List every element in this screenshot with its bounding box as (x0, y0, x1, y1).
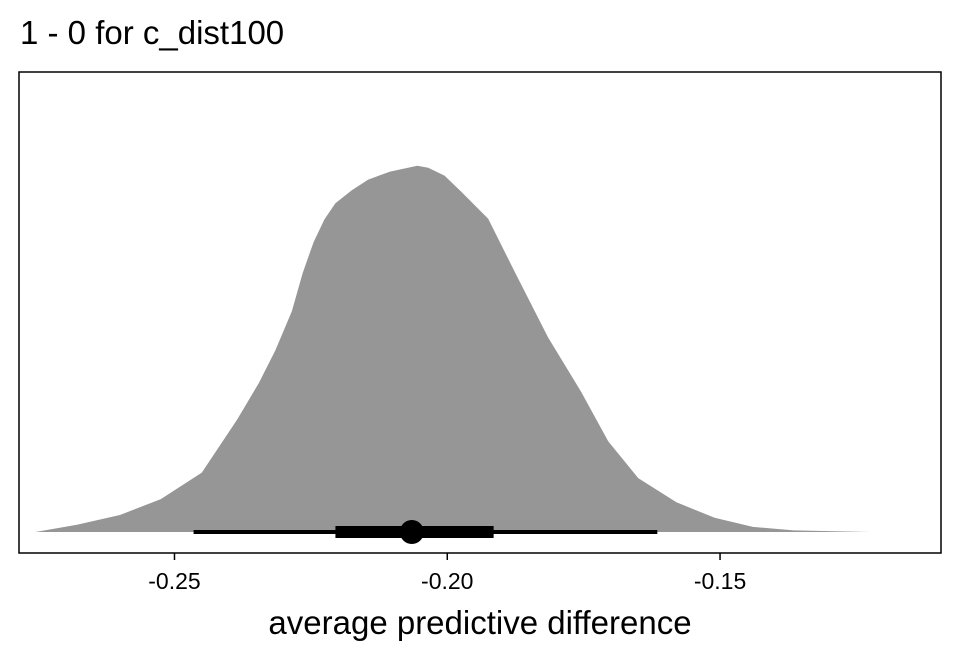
x-axis: -0.25 -0.20 -0.15 (148, 553, 746, 594)
plot-panel (18, 71, 942, 554)
x-tick-label: -0.25 (148, 568, 200, 594)
panel-border (18, 71, 942, 554)
point-estimate-marker (399, 520, 424, 544)
density-area (35, 165, 871, 532)
x-axis-title: average predictive difference (268, 604, 691, 641)
chart-title: 1 - 0 for c_dist100 (20, 14, 284, 51)
x-tick-label: -0.15 (694, 568, 746, 594)
x-tick-label: -0.20 (421, 568, 473, 594)
